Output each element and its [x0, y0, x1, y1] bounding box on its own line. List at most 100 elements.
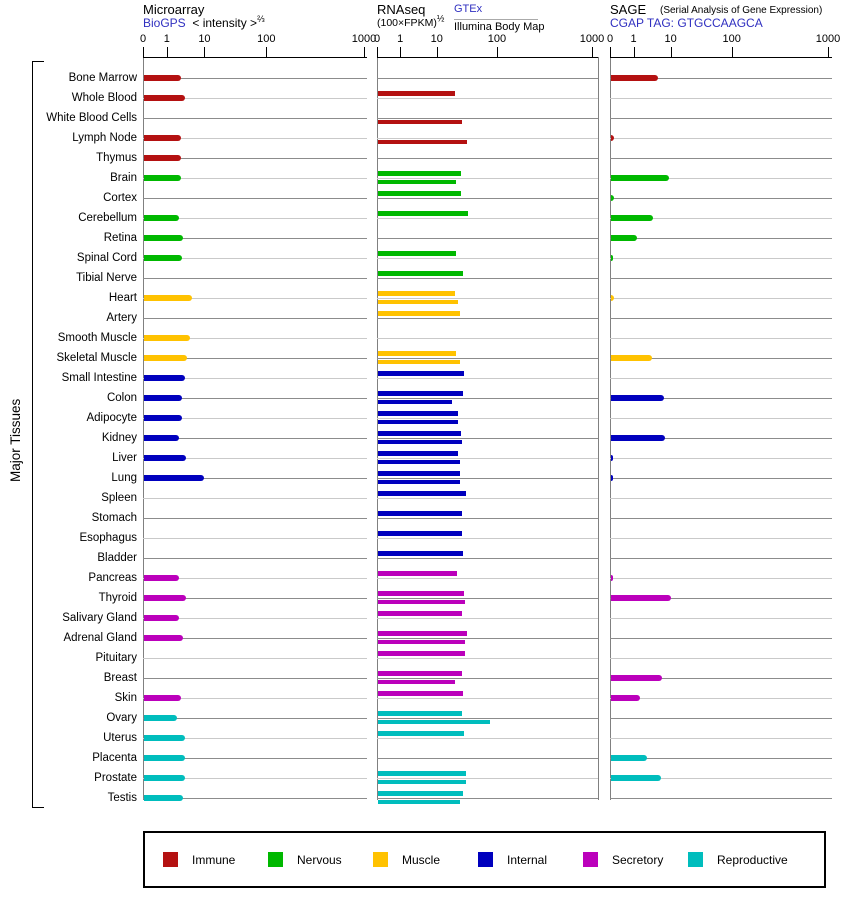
- rnaseq-row-guide: [377, 158, 598, 159]
- rnaseq-illumina-bar: [378, 639, 465, 644]
- microarray-row-guide: [143, 738, 367, 739]
- rnaseq-illumina-bar: [378, 299, 459, 304]
- rnaseq-gtex-bar: [378, 411, 459, 416]
- microarray-bar: [144, 635, 184, 641]
- rnaseq-illumina-bar: [378, 779, 466, 784]
- sage-row-guide: [610, 78, 832, 79]
- sage-row-guide: [610, 758, 832, 759]
- tissue-label: Retina: [103, 232, 137, 244]
- tissue-label: Heart: [108, 292, 137, 304]
- microarray-row-guide: [143, 498, 367, 499]
- sage-row-guide: [610, 678, 832, 679]
- sage-bar: [611, 435, 665, 441]
- microarray-bar: [144, 595, 186, 601]
- sage-bar: [611, 575, 613, 581]
- microarray-row-guide: [143, 598, 367, 599]
- sage-tick-label: 100: [722, 33, 741, 45]
- rnaseq-illumina-bar: [378, 179, 456, 184]
- microarray-method-exponent: ⅔: [257, 14, 265, 24]
- sage-bar: [611, 395, 664, 401]
- sage-row-guide: [610, 238, 832, 239]
- rnaseq-row-guide: [377, 178, 598, 179]
- rnaseq-gtex-bar: [378, 691, 463, 696]
- legend-item-immune: Immune: [163, 852, 268, 867]
- rnaseq-illumina-bar: [378, 479, 460, 484]
- tissue-label: Lymph Node: [72, 132, 137, 144]
- rnaseq-row-guide: [377, 638, 598, 639]
- rnaseq-gtex-bar: [378, 91, 455, 96]
- rnaseq-row-guide: [377, 538, 598, 539]
- microarray-row-guide: [143, 238, 367, 239]
- rnaseq-row-guide: [377, 618, 598, 619]
- rnaseq-row-guide: [377, 238, 598, 239]
- microarray-row-guide: [143, 558, 367, 559]
- sage-row-guide: [610, 698, 832, 699]
- sage-row-guide: [610, 658, 832, 659]
- sage-bar: [611, 695, 640, 701]
- tissue-label: Skin: [114, 692, 137, 704]
- microarray-row-guide: [143, 118, 367, 119]
- rnaseq-row-guide: [377, 698, 598, 699]
- sage-bar: [611, 135, 615, 141]
- microarray-tick-mark: [166, 47, 168, 57]
- legend-label: Nervous: [297, 852, 342, 867]
- rnaseq-row-guide: [377, 258, 598, 259]
- legend-label: Immune: [192, 852, 236, 867]
- tissue-label: Lung: [111, 472, 137, 484]
- rnaseq-gtex-bar: [378, 511, 462, 516]
- sage-row-guide: [610, 458, 832, 459]
- gtex-link[interactable]: GTEx: [454, 3, 483, 15]
- rnaseq-row-guide: [377, 118, 598, 119]
- sage-row-guide: [610, 618, 832, 619]
- rnaseq-row-guide: [377, 318, 598, 319]
- microarray-row-guide: [143, 158, 367, 159]
- tissue-label: Stomach: [91, 512, 137, 524]
- microarray-axis-border: [143, 57, 144, 800]
- rnaseq-tick-label: 100: [487, 33, 507, 45]
- microarray-axis-line: [143, 57, 367, 58]
- sage-tick-mark: [731, 47, 733, 57]
- tissue-label: Brain: [110, 172, 137, 184]
- microarray-bar: [144, 255, 183, 261]
- major-tissues-bracket: [32, 61, 44, 808]
- microarray-panel-title: Microarray: [143, 2, 205, 17]
- tissue-label: Bone Marrow: [68, 72, 137, 84]
- tissue-label: Smooth Muscle: [57, 332, 137, 344]
- sage-bar: [611, 775, 662, 781]
- sage-bar: [611, 755, 648, 761]
- microarray-tick-mark: [143, 47, 144, 57]
- rnaseq-gtex-bar: [378, 291, 455, 296]
- microarray-tick-mark: [204, 47, 206, 57]
- legend-swatch-reproductive: [688, 852, 703, 867]
- rnaseq-row-guide: [377, 798, 598, 799]
- microarray-row-guide: [143, 398, 367, 399]
- sage-subtitle: (Serial Analysis of Gene Expression): [660, 5, 823, 16]
- rnaseq-gtex-bar: [378, 171, 461, 176]
- rnaseq-tick-mark: [436, 47, 438, 57]
- rnaseq-panel-title: RNAseq: [377, 2, 426, 17]
- microarray-bar: [144, 295, 193, 301]
- rnaseq-row-guide: [377, 458, 598, 459]
- rnaseq-row-guide: [377, 358, 598, 359]
- rnaseq-row-guide: [377, 578, 598, 579]
- legend-item-secretory: Secretory: [583, 852, 688, 867]
- rnaseq-illumina-bar: [378, 399, 452, 404]
- rnaseq-row-guide: [377, 758, 598, 759]
- microarray-row-guide: [143, 178, 367, 179]
- rnaseq-tick-label: 1000: [579, 33, 605, 45]
- rnaseq-tick-mark: [496, 47, 498, 57]
- tissue-label: Small Intestine: [61, 372, 137, 384]
- sage-row-guide: [610, 118, 832, 119]
- rnaseq-right-border: [598, 57, 599, 800]
- tissue-label: Testis: [107, 792, 137, 804]
- sage-row-guide: [610, 518, 832, 519]
- rnaseq-illumina-bar: [378, 419, 459, 424]
- cgap-tag-link[interactable]: CGAP TAG: GTGCCAAGCA: [610, 16, 763, 30]
- sage-row-guide: [610, 578, 832, 579]
- microarray-bar: [144, 615, 180, 621]
- sage-bar: [611, 475, 613, 481]
- biogps-link[interactable]: BioGPS: [143, 16, 186, 30]
- rnaseq-gtex-bar: [378, 731, 464, 736]
- rnaseq-row-guide: [377, 418, 598, 419]
- rnaseq-illumina-bar: [378, 439, 462, 444]
